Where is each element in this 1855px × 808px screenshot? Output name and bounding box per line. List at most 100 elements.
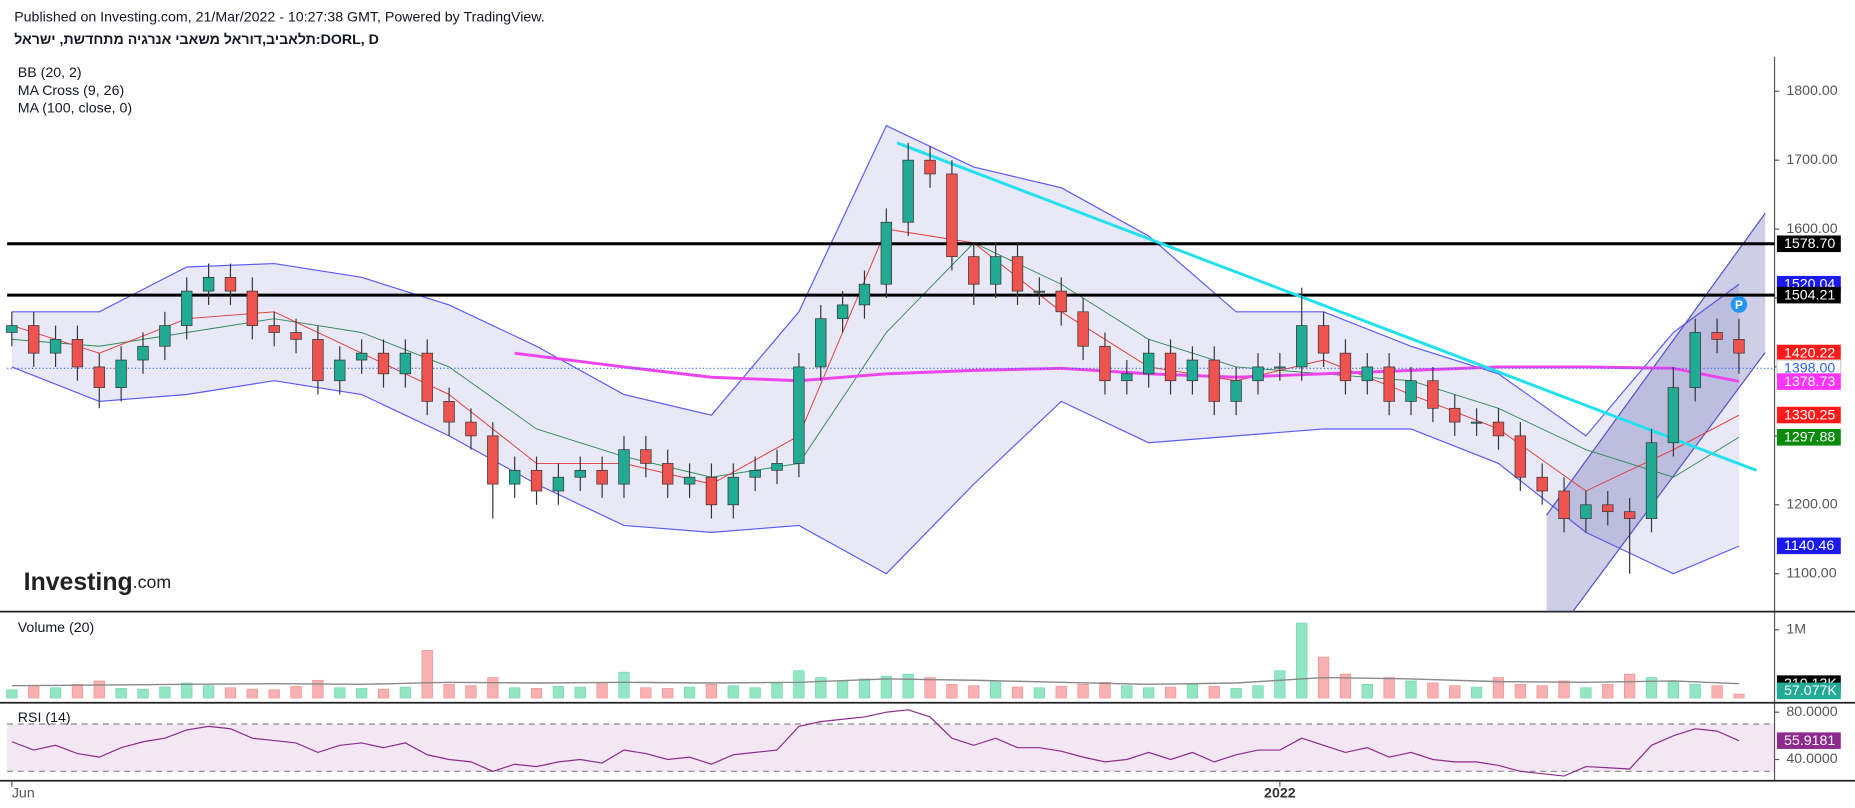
candle-body	[399, 352, 412, 375]
volume-bar	[1361, 684, 1373, 699]
volume-bar	[880, 675, 892, 699]
volume-bar	[1055, 686, 1067, 699]
candle-body	[159, 325, 171, 347]
candle-body	[662, 463, 674, 485]
volume-bar	[946, 684, 958, 699]
badge-label: P	[1735, 298, 1743, 312]
candle-body	[1033, 290, 1046, 293]
candle-body	[1689, 332, 1701, 388]
rsi-band	[7, 724, 1775, 772]
volume-bar	[574, 686, 586, 699]
candle-body	[1011, 256, 1024, 292]
volume-bar	[990, 680, 1002, 699]
volume-bar	[552, 686, 565, 699]
plot-layer: P	[6, 124, 1775, 777]
volume-bar	[1143, 687, 1155, 699]
candle-body	[836, 304, 849, 320]
volume-bar	[115, 688, 127, 699]
volume-bar	[968, 685, 980, 699]
candle-body	[946, 173, 958, 258]
candle-body	[224, 276, 237, 292]
y-tick-label: 40.0000	[1786, 751, 1837, 767]
candle-body	[683, 476, 696, 485]
candle-body	[1383, 366, 1395, 402]
volume-bar	[858, 678, 871, 699]
volume-bar	[1405, 680, 1417, 699]
volume-bar	[1470, 686, 1483, 699]
x-tick-label: 2022	[1264, 786, 1296, 802]
candle-body	[793, 366, 805, 464]
y-tick-label: 1800.00	[1786, 83, 1837, 99]
price-label-box	[1776, 235, 1841, 253]
y-tick-label: 1700.00	[1786, 152, 1837, 168]
price-label-box	[1776, 344, 1841, 362]
candle-body	[1623, 511, 1636, 519]
channel-upper	[1546, 212, 1766, 516]
volume-bar	[1624, 673, 1636, 699]
candle-body	[1296, 325, 1308, 368]
volume-bar	[1011, 686, 1024, 699]
volume-bar	[1536, 685, 1548, 699]
volume-bar	[771, 682, 783, 699]
price-label-box	[1776, 406, 1841, 424]
price-label-box	[1776, 429, 1841, 446]
candle-body	[49, 339, 62, 354]
volume-bar	[1711, 685, 1723, 699]
price-label: 1330.25	[1784, 407, 1835, 423]
volume-bar	[93, 680, 105, 699]
rsi-line	[11, 709, 1740, 777]
volume-bar	[1492, 677, 1505, 699]
volume-bar	[312, 679, 324, 699]
volume-bar	[1667, 680, 1679, 699]
candle-body	[815, 318, 827, 368]
bb-lower	[11, 366, 1740, 575]
y-tick-label: 1100.00	[1786, 565, 1836, 581]
candle-body	[202, 276, 215, 292]
volume-bar	[1689, 684, 1701, 699]
volume-bar	[640, 687, 652, 699]
candle-body	[1099, 345, 1111, 382]
candle-body	[749, 469, 761, 478]
volume-bar	[246, 688, 258, 699]
volume-bar	[1033, 687, 1045, 699]
candle-body	[71, 339, 84, 368]
candle-body	[487, 435, 499, 485]
legend-ma-cross: MA Cross (9, 26)	[18, 83, 124, 99]
volume-bar	[1230, 688, 1242, 699]
candle-body	[640, 449, 652, 464]
candle-body	[465, 421, 477, 437]
rsi-label: 55.9181	[1784, 733, 1835, 749]
candle-body	[290, 332, 302, 340]
candle-body	[771, 463, 783, 471]
frame	[0, 56, 1855, 782]
candle-body	[1142, 352, 1155, 375]
volume-bar	[683, 686, 696, 699]
volume-bar	[159, 686, 171, 699]
volume-bar	[202, 685, 215, 699]
published-note: Published on Investing.com, 21/Mar/2022 …	[14, 9, 545, 25]
ma-slow	[11, 242, 1740, 478]
candle-body	[246, 290, 259, 326]
candle-body	[443, 401, 455, 423]
volume-bar	[1558, 680, 1570, 699]
channel-fill	[1546, 213, 1766, 612]
candle-body	[574, 469, 586, 478]
volume-label-box	[1776, 682, 1841, 700]
candle-body	[181, 290, 193, 326]
volume-bar	[530, 688, 543, 699]
volume-bar	[1208, 686, 1220, 699]
volume-bar	[662, 688, 674, 699]
price-label: 1420.22	[1784, 345, 1835, 361]
volume-bar	[399, 686, 411, 699]
candle-body	[1208, 359, 1220, 402]
volume-bar	[793, 670, 805, 699]
volume-bar	[902, 673, 914, 699]
bb-upper	[11, 124, 1740, 437]
logo: Investing.com	[24, 569, 171, 596]
candle-body	[618, 449, 630, 485]
volume-bar	[1580, 687, 1592, 699]
candle-body	[924, 159, 936, 175]
volume-bar	[71, 684, 84, 699]
candle-body	[1536, 476, 1548, 492]
